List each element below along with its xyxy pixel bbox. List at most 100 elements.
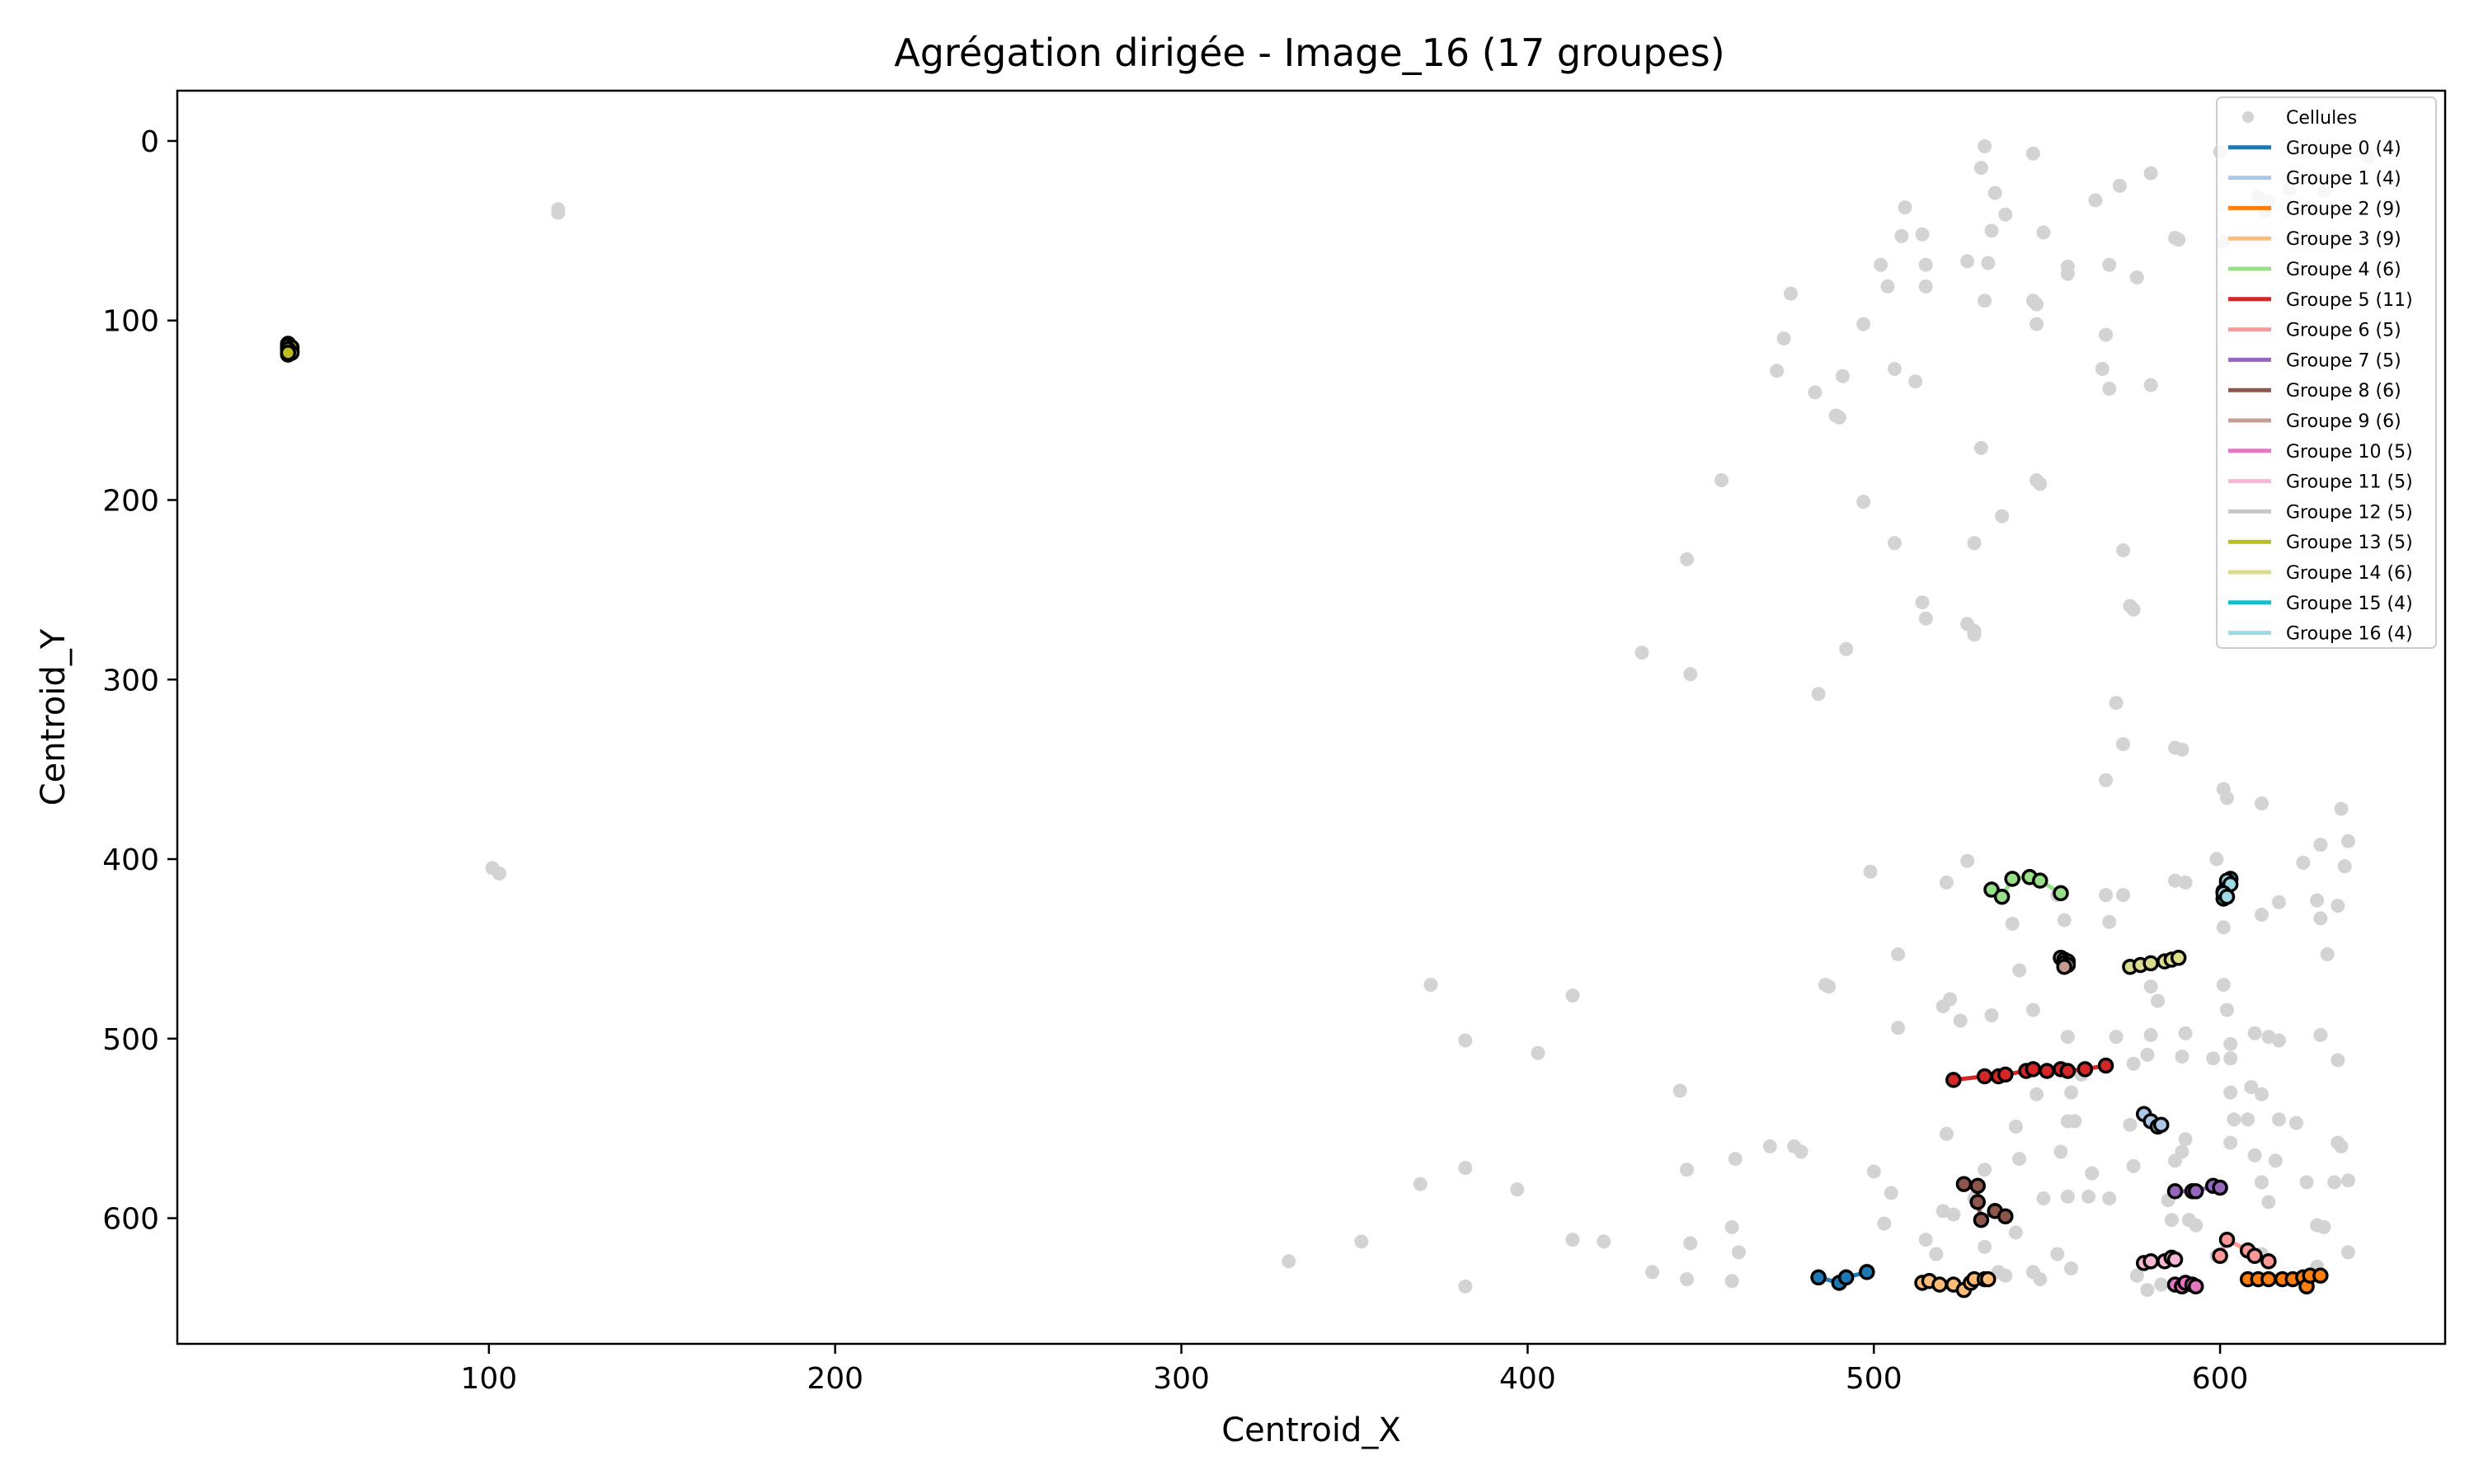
cell-point [1724, 1219, 1739, 1234]
group-point [2166, 1183, 2184, 1200]
cell-point [1856, 495, 1871, 510]
cell-point [2299, 1175, 2314, 1190]
group-point [2218, 1231, 2236, 1248]
plot-frame [176, 89, 2447, 1345]
group-point [1931, 1276, 1948, 1293]
group-point [2260, 1270, 2277, 1288]
group-point [280, 345, 297, 361]
legend-label-15: Groupe 15 (4) [2286, 594, 2413, 614]
cell-point [2030, 297, 2044, 312]
cell-point [2116, 542, 2131, 557]
group-series-4 [1983, 869, 2069, 905]
y-tick-label: 600 [102, 1203, 159, 1237]
cell-point [2310, 893, 2325, 908]
cell-point [2206, 1051, 2221, 1066]
group-point [2077, 1061, 2094, 1078]
cell-point [1953, 1013, 1968, 1028]
cell-point [1939, 875, 1954, 890]
cell-point [1680, 1272, 1695, 1287]
cell-point [2340, 1173, 2355, 1188]
group-point [2212, 1179, 2228, 1196]
cell-point [1987, 186, 2002, 200]
cell-point [2168, 873, 2183, 888]
cell-point [1978, 294, 1992, 308]
y-tick-label: 0 [140, 125, 159, 159]
cell-point [1565, 1233, 1580, 1247]
group-point [1810, 1269, 1827, 1286]
cell-point [2271, 1033, 2286, 1048]
y-tick-label: 300 [102, 664, 159, 697]
cell-point [2178, 875, 2193, 890]
cell-point [1981, 256, 1996, 270]
cell-point [2025, 1003, 2040, 1017]
cell-point [1995, 509, 2010, 524]
cell-point [1783, 286, 1798, 301]
group-point [2097, 1057, 2114, 1074]
x-tick-label: 500 [1846, 1362, 1903, 1396]
group-point [2056, 958, 2072, 975]
cell-point [1811, 687, 1826, 702]
cell-point [1887, 536, 1902, 551]
cell-point [2129, 270, 2144, 284]
cell-point [1918, 257, 1933, 272]
cell-point [1939, 1126, 1954, 1141]
cell-point [1998, 207, 2013, 222]
group-point [1973, 1211, 1990, 1228]
cell-point [2223, 1051, 2238, 1066]
cell-point [1929, 1247, 1944, 1261]
legend-label-1: Groupe 1 (4) [2286, 169, 2401, 190]
group-point [2025, 1061, 2042, 1078]
group-series-16 [2215, 872, 2239, 905]
legend-label-10: Groupe 10 (5) [2286, 442, 2413, 463]
cell-point [2102, 1191, 2117, 1206]
cell-point [2129, 1268, 2144, 1283]
cell-point [2223, 1085, 2238, 1100]
cell-point [2060, 1030, 2075, 1045]
legend-label-16: Groupe 16 (4) [2286, 624, 2413, 645]
group-point [1980, 1270, 1997, 1288]
group-series-11 [2135, 1249, 2184, 1271]
cell-point [2175, 1050, 2189, 1064]
cell-point [2102, 914, 2117, 929]
cell-point [2140, 1047, 2155, 1062]
cell-point [2178, 1132, 2193, 1147]
cell-point [2209, 852, 2224, 866]
legend-label-14: Groupe 14 (6) [2286, 563, 2413, 584]
cell-point [1894, 228, 1909, 243]
cell-point [2036, 1191, 2051, 1206]
cell-point [2033, 1272, 2048, 1287]
cell-point [2241, 1112, 2255, 1127]
legend-label-3: Groupe 3 (9) [2286, 229, 2401, 250]
cell-point [1967, 536, 1982, 551]
cell-point [1728, 1152, 1743, 1167]
cell-point [551, 205, 566, 220]
cell-point [2099, 888, 2114, 903]
cell-point [2216, 977, 2231, 992]
cell-point [2331, 899, 2345, 913]
cell-point [1634, 646, 1649, 660]
cell-point [2244, 1080, 2259, 1095]
cell-point [1832, 410, 1846, 425]
cell-point [1787, 1139, 1802, 1153]
cell-point [1597, 1234, 1611, 1249]
cell-point [1822, 979, 1837, 994]
cell-point [1877, 1216, 1892, 1231]
cell-point [1918, 611, 1933, 626]
legend-label-0: Groupe 0 (4) [2286, 139, 2401, 159]
cell-point [2143, 1027, 2158, 1042]
cell-point [492, 866, 506, 881]
group-point [1993, 889, 2011, 905]
group-point [2032, 872, 2048, 889]
cell-point [2219, 791, 2234, 805]
cell-point [1984, 1007, 1999, 1022]
cell-point [2099, 327, 2114, 342]
legend-label-9: Groupe 9 (6) [2286, 411, 2401, 432]
group-point [2170, 950, 2187, 966]
x-tick-label: 200 [807, 1362, 863, 1396]
group-point [1997, 1208, 2014, 1225]
group-point [2187, 1183, 2204, 1200]
cell-point [2102, 381, 2117, 396]
cell-point [2316, 1219, 2331, 1234]
cell-point [2109, 696, 2124, 711]
cell-point [1458, 1161, 1473, 1176]
